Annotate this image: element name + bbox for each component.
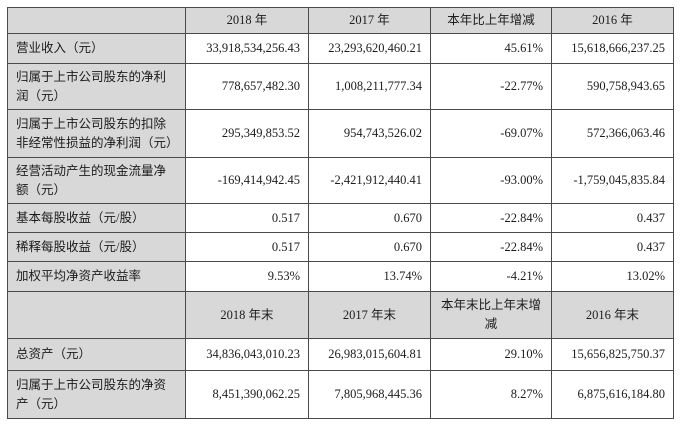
row-diluted-eps: 稀释每股收益（元/股） 0.517 0.670 -22.84% 0.437 (7, 232, 674, 263)
cell-2018: 0.517 (185, 232, 309, 263)
cell-2016: 15,656,825,750.37 (551, 338, 674, 372)
cell-2017: 0.670 (308, 232, 431, 263)
cell-2016: 590,758,943.65 (551, 63, 674, 111)
cell-2018: 34,836,043,010.23 (185, 338, 309, 372)
cell-2017: 954,743,526.02 (308, 109, 431, 159)
cell-change: 29.10% (430, 338, 552, 372)
cell-2018: 33,918,534,256.43 (185, 33, 309, 65)
yearend-header-empty-cell (7, 291, 186, 340)
annual-header-empty-cell (7, 6, 186, 35)
annual-header-2018: 2018 年 (185, 6, 309, 35)
yearend-header-change: 本年末比上年末增减 (430, 291, 552, 340)
row-label: 归属于上市公司股东的净利润（元） (7, 63, 186, 111)
row-operating-cash-flow: 经营活动产生的现金流量净额（元） -169,414,942.45 -2,421,… (7, 157, 674, 205)
cell-2016: 15,618,666,237.25 (551, 33, 674, 65)
cell-2017: 7,805,968,445.36 (308, 370, 431, 420)
cell-2017: 0.670 (308, 203, 431, 234)
cell-2016: 0.437 (551, 203, 674, 234)
annual-header-change: 本年比上年增减 (430, 6, 552, 35)
row-total-assets: 总资产（元） 34,836,043,010.23 26,983,015,604.… (7, 338, 674, 372)
financial-summary-table: 2018 年 2017 年 本年比上年增减 2016 年 营业收入（元） 33,… (7, 6, 674, 420)
cell-change: -22.77% (430, 63, 552, 111)
cell-2016: 0.437 (551, 232, 674, 263)
yearend-header-2016: 2016 年末 (551, 291, 674, 340)
cell-change: 45.61% (430, 33, 552, 65)
cell-2018: 295,349,853.52 (185, 109, 309, 159)
cell-2018: 0.517 (185, 203, 309, 234)
cell-change: -69.07% (430, 109, 552, 159)
row-label: 经营活动产生的现金流量净额（元） (7, 157, 186, 205)
row-label: 总资产（元） (7, 338, 186, 372)
row-label: 营业收入（元） (7, 33, 186, 65)
cell-2018: 778,657,482.30 (185, 63, 309, 111)
cell-2016: 572,366,063.46 (551, 109, 674, 159)
cell-change: 8.27% (430, 370, 552, 420)
cell-change: -22.84% (430, 232, 552, 263)
annual-header-2017: 2017 年 (308, 6, 431, 35)
cell-2017: 13.74% (308, 261, 431, 293)
yearend-header-2017: 2017 年末 (308, 291, 431, 340)
yearend-header-2018: 2018 年末 (185, 291, 309, 340)
yearend-header-row: 2018 年末 2017 年末 本年末比上年末增减 2016 年末 (7, 291, 674, 340)
cell-2016: -1,759,045,835.84 (551, 157, 674, 205)
cell-2017: 1,008,211,777.34 (308, 63, 431, 111)
row-label: 加权平均净资产收益率 (7, 261, 186, 293)
cell-2018: 8,451,390,062.25 (185, 370, 309, 420)
cell-change: -4.21% (430, 261, 552, 293)
row-label: 基本每股收益（元/股） (7, 203, 186, 234)
annual-header-2016: 2016 年 (551, 6, 674, 35)
row-basic-eps: 基本每股收益（元/股） 0.517 0.670 -22.84% 0.437 (7, 203, 674, 234)
row-label: 稀释每股收益（元/股） (7, 232, 186, 263)
cell-2018: -169,414,942.45 (185, 157, 309, 205)
cell-2016: 6,875,616,184.80 (551, 370, 674, 420)
cell-2016: 13.02% (551, 261, 674, 293)
cell-change: -93.00% (430, 157, 552, 205)
row-label: 归属于上市公司股东的扣除非经常性损益的净利润（元） (7, 109, 186, 159)
row-weighted-roe: 加权平均净资产收益率 9.53% 13.74% -4.21% 13.02% (7, 261, 674, 293)
cell-2018: 9.53% (185, 261, 309, 293)
row-revenue: 营业收入（元） 33,918,534,256.43 23,293,620,460… (7, 33, 674, 65)
row-net-profit: 归属于上市公司股东的净利润（元） 778,657,482.30 1,008,21… (7, 63, 674, 111)
row-net-assets: 归属于上市公司股东的净资产（元） 8,451,390,062.25 7,805,… (7, 370, 674, 420)
cell-2017: 23,293,620,460.21 (308, 33, 431, 65)
cell-2017: -2,421,912,440.41 (308, 157, 431, 205)
row-label: 归属于上市公司股东的净资产（元） (7, 370, 186, 420)
row-net-profit-deducted: 归属于上市公司股东的扣除非经常性损益的净利润（元） 295,349,853.52… (7, 109, 674, 159)
cell-2017: 26,983,015,604.81 (308, 338, 431, 372)
annual-header-row: 2018 年 2017 年 本年比上年增减 2016 年 (7, 6, 674, 35)
cell-change: -22.84% (430, 203, 552, 234)
